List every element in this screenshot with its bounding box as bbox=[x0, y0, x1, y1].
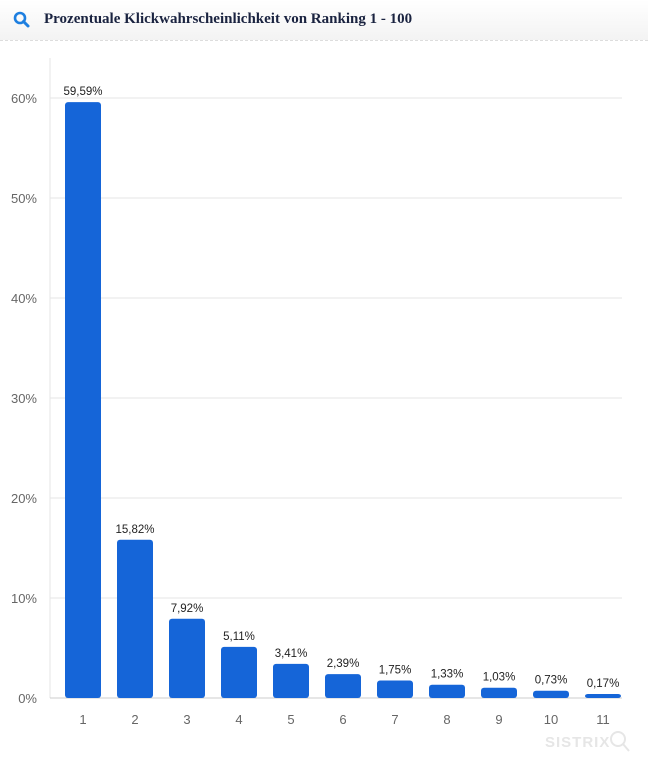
svg-text:SISTRIX: SISTRIX bbox=[545, 734, 610, 751]
chart-header: Prozentuale Klickwahrscheinlichkeit von … bbox=[0, 0, 648, 41]
bar bbox=[533, 690, 569, 698]
bar bbox=[325, 674, 361, 698]
x-tick-label: 2 bbox=[131, 712, 138, 727]
x-tick-label: 10 bbox=[544, 712, 558, 727]
x-tick-label: 5 bbox=[287, 712, 294, 727]
data-label: 59,59% bbox=[63, 86, 102, 98]
y-tick-label: 60% bbox=[11, 91, 37, 106]
bar bbox=[117, 539, 153, 698]
x-tick-label: 8 bbox=[443, 712, 450, 727]
bar bbox=[585, 694, 621, 698]
y-tick-label: 40% bbox=[11, 291, 37, 306]
y-tick-label: 20% bbox=[11, 491, 37, 506]
x-tick-label: 6 bbox=[339, 712, 346, 727]
bar bbox=[273, 663, 309, 698]
chart-title: Prozentuale Klickwahrscheinlichkeit von … bbox=[44, 11, 413, 27]
data-label: 5,11% bbox=[223, 631, 255, 643]
y-tick-label: 10% bbox=[11, 591, 37, 606]
data-label: 1,33% bbox=[431, 669, 464, 681]
sistrix-watermark: SISTRIX bbox=[545, 731, 630, 752]
x-tick-label: 4 bbox=[235, 712, 242, 727]
x-tick-label: 7 bbox=[391, 712, 398, 727]
y-tick-label: 50% bbox=[11, 191, 37, 206]
data-label: 3,41% bbox=[275, 648, 308, 660]
bar bbox=[429, 684, 465, 698]
bar bbox=[481, 687, 517, 698]
data-label: 1,75% bbox=[379, 665, 412, 677]
data-label: 0,17% bbox=[587, 678, 620, 690]
search-icon bbox=[13, 11, 30, 28]
x-tick-label: 3 bbox=[183, 712, 190, 727]
bar bbox=[65, 102, 101, 699]
x-tick-label: 9 bbox=[495, 712, 502, 727]
data-label: 7,92% bbox=[171, 603, 204, 615]
bar bbox=[221, 646, 257, 698]
data-label: 1,03% bbox=[483, 672, 516, 684]
data-label: 2,39% bbox=[327, 658, 360, 670]
y-tick-label: 30% bbox=[11, 391, 37, 406]
y-tick-label: 0% bbox=[18, 691, 37, 706]
data-label: 0,73% bbox=[535, 675, 568, 687]
bar bbox=[169, 618, 205, 698]
x-tick-label: 1 bbox=[79, 712, 86, 727]
x-tick-label: 11 bbox=[596, 712, 610, 727]
bar bbox=[377, 680, 413, 698]
data-label: 15,82% bbox=[115, 524, 154, 536]
